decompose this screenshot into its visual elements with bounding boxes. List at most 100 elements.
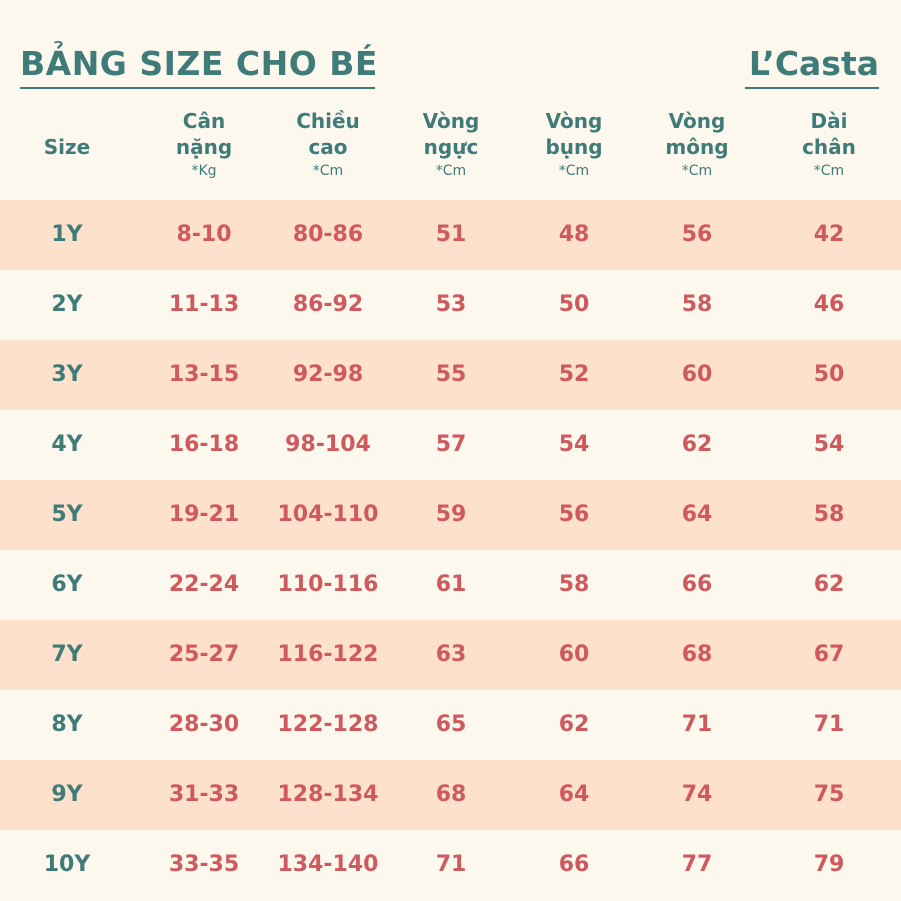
table-cell: 55	[435, 362, 467, 387]
table-row: 10Y 33-35 134-140 71 66 77 79	[0, 830, 901, 900]
table-cell: 50	[813, 362, 845, 387]
size-label: 6Y	[51, 572, 83, 597]
table-cell: 63	[435, 642, 467, 667]
table-header: Size Cân nặng *Kg Chiều cao *Cm Vòng ngực *Cm V…	[0, 108, 901, 200]
table-cell: 31-33	[168, 782, 240, 807]
size-label: 7Y	[51, 642, 83, 667]
table-cell: 92-98	[292, 362, 364, 387]
size-label: 2Y	[51, 292, 83, 317]
table-cell: 74	[681, 782, 713, 807]
column-unit: *Cm	[558, 163, 590, 179]
column-unit: *Cm	[312, 163, 344, 179]
table-cell: 77	[681, 852, 713, 877]
table-cell: 122-128	[277, 712, 379, 737]
column-header-label: Size	[43, 135, 91, 159]
table-cell: 62	[813, 572, 845, 597]
table-row: 3Y 13-15 92-98 55 52 60 50	[0, 340, 901, 410]
column-unit: *Cm	[813, 163, 845, 179]
table-cell: 16-18	[168, 432, 240, 457]
size-label: 9Y	[51, 782, 83, 807]
table-row: 9Y 31-33 128-134 68 64 74 75	[0, 760, 901, 830]
table-cell: 64	[681, 502, 713, 527]
table-cell: 25-27	[168, 642, 240, 667]
column-unit: *Cm	[435, 163, 467, 179]
table-cell: 80-86	[292, 222, 364, 247]
column-header-label: Chiều cao	[296, 109, 360, 159]
table-cell: 42	[813, 222, 845, 247]
page-title: BẢNG SIZE CHO BÉ	[20, 44, 378, 83]
column-header: Vòng bụng *Cm	[504, 108, 644, 182]
table-cell: 62	[681, 432, 713, 457]
column-header: Dài chân *Cm	[759, 108, 899, 182]
table-cell: 58	[681, 292, 713, 317]
column-header: Cân nặng *Kg	[134, 108, 274, 182]
size-label: 8Y	[51, 712, 83, 737]
table-cell: 59	[435, 502, 467, 527]
table-cell: 71	[435, 852, 467, 877]
size-label: 5Y	[51, 502, 83, 527]
size-label: 4Y	[51, 432, 83, 457]
table-cell: 22-24	[168, 572, 240, 597]
table-cell: 53	[435, 292, 467, 317]
table-cell: 48	[558, 222, 590, 247]
column-header-label: Vòng ngực	[422, 109, 480, 159]
table-cell: 134-140	[277, 852, 379, 877]
size-table: 1Y 8-10 80-86 51 48 56 42 2Y 11-13 86-92 53 50 58 46 3…	[0, 200, 901, 900]
column-header-label: Vòng mông	[665, 109, 729, 159]
table-cell: 33-35	[168, 852, 240, 877]
table-cell: 28-30	[168, 712, 240, 737]
size-label: 3Y	[51, 362, 83, 387]
column-header: Vòng ngực *Cm	[381, 108, 521, 182]
table-cell: 67	[813, 642, 845, 667]
brand-logo: L’Casta	[748, 44, 879, 83]
table-cell: 66	[681, 572, 713, 597]
table-cell: 68	[681, 642, 713, 667]
table-row: 1Y 8-10 80-86 51 48 56 42	[0, 200, 901, 270]
column-header-label: Dài chân	[802, 109, 856, 159]
table-cell: 56	[558, 502, 590, 527]
table-cell: 98-104	[285, 432, 371, 457]
table-cell: 79	[813, 852, 845, 877]
column-unit: *Cm	[681, 163, 713, 179]
column-header-label: Vòng bụng	[545, 109, 603, 159]
table-cell: 50	[558, 292, 590, 317]
table-cell: 110-116	[277, 572, 379, 597]
brand-underline	[745, 87, 879, 89]
column-header-label: Cân nặng	[175, 109, 233, 159]
table-row: 4Y 16-18 98-104 57 54 62 54	[0, 410, 901, 480]
size-label: 10Y	[43, 852, 91, 877]
table-cell: 13-15	[168, 362, 240, 387]
table-cell: 51	[435, 222, 467, 247]
table-cell: 60	[681, 362, 713, 387]
column-unit: *Kg	[191, 163, 217, 179]
table-row: 7Y 25-27 116-122 63 60 68 67	[0, 620, 901, 690]
table-cell: 54	[813, 432, 845, 457]
column-header: Chiều cao *Cm	[258, 108, 398, 182]
table-cell: 68	[435, 782, 467, 807]
table-cell: 65	[435, 712, 467, 737]
table-cell: 58	[558, 572, 590, 597]
table-cell: 86-92	[292, 292, 364, 317]
size-label: 1Y	[51, 222, 83, 247]
table-cell: 58	[813, 502, 845, 527]
table-cell: 71	[813, 712, 845, 737]
column-header: Size	[0, 108, 137, 160]
table-cell: 66	[558, 852, 590, 877]
table-cell: 52	[558, 362, 590, 387]
title-underline	[20, 87, 375, 89]
table-cell: 46	[813, 292, 845, 317]
table-cell: 57	[435, 432, 467, 457]
table-cell: 64	[558, 782, 590, 807]
table-cell: 56	[681, 222, 713, 247]
table-row: 8Y 28-30 122-128 65 62 71 71	[0, 690, 901, 760]
table-cell: 19-21	[168, 502, 240, 527]
table-cell: 8-10	[176, 222, 232, 247]
table-cell: 62	[558, 712, 590, 737]
table-cell: 75	[813, 782, 845, 807]
table-cell: 61	[435, 572, 467, 597]
table-cell: 104-110	[277, 502, 379, 527]
table-cell: 116-122	[277, 642, 379, 667]
table-cell: 54	[558, 432, 590, 457]
table-cell: 11-13	[168, 292, 240, 317]
table-row: 6Y 22-24 110-116 61 58 66 62	[0, 550, 901, 620]
